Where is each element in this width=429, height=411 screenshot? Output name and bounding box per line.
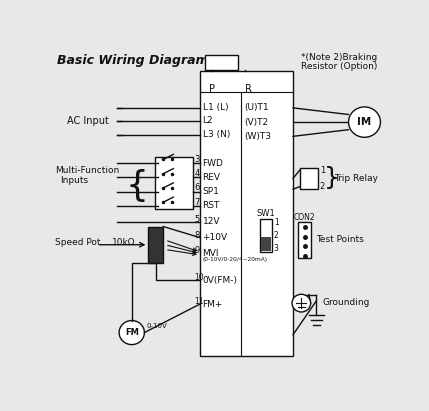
Text: (0-10V/0-20/4~20mA): (0-10V/0-20/4~20mA) <box>202 257 268 262</box>
Text: L3 (N): L3 (N) <box>202 130 230 139</box>
Text: {: { <box>125 169 148 203</box>
Text: AC Input: AC Input <box>67 115 109 125</box>
Text: Grounding: Grounding <box>322 298 370 307</box>
Text: 9: 9 <box>195 247 200 255</box>
Text: RST: RST <box>202 201 220 210</box>
Text: 10: 10 <box>195 273 204 282</box>
Text: 11: 11 <box>195 297 204 306</box>
Circle shape <box>119 321 145 344</box>
Text: CON2: CON2 <box>294 212 315 222</box>
Bar <box>200 72 293 356</box>
Text: REV: REV <box>202 173 221 182</box>
Bar <box>155 157 193 209</box>
Text: 2: 2 <box>320 182 325 191</box>
Text: FWD: FWD <box>202 159 224 168</box>
Text: 8: 8 <box>195 231 200 240</box>
Text: 2: 2 <box>274 231 278 240</box>
Text: Test Points: Test Points <box>316 236 364 245</box>
Bar <box>300 168 318 189</box>
Text: L2: L2 <box>202 116 213 125</box>
Text: 1: 1 <box>320 166 325 175</box>
Text: R: R <box>245 84 251 94</box>
Bar <box>205 55 238 70</box>
Bar <box>298 222 311 258</box>
Text: (V)T2: (V)T2 <box>244 118 268 127</box>
Text: MVI: MVI <box>202 249 219 258</box>
Text: 3: 3 <box>195 155 200 164</box>
Text: Multi-Function: Multi-Function <box>55 166 120 175</box>
Text: Speed Pot: Speed Pot <box>55 238 101 247</box>
Text: 1: 1 <box>274 218 278 227</box>
Text: *(Note 2)Braking: *(Note 2)Braking <box>301 53 378 62</box>
Text: 5: 5 <box>195 215 200 224</box>
Bar <box>260 219 272 252</box>
Text: Basic Wiring Diagram: Basic Wiring Diagram <box>57 54 208 67</box>
Text: 7: 7 <box>195 198 200 207</box>
Text: SW1: SW1 <box>257 209 275 218</box>
Text: 10kΩ: 10kΩ <box>112 238 135 247</box>
Text: Inputs: Inputs <box>60 175 88 185</box>
Text: IM: IM <box>357 117 372 127</box>
Text: SP1: SP1 <box>202 187 220 196</box>
Text: (U)T1: (U)T1 <box>244 104 269 112</box>
Text: FM+: FM+ <box>202 300 223 309</box>
Text: }: } <box>324 166 340 190</box>
Text: 4: 4 <box>195 169 200 178</box>
Text: Trip Relay: Trip Relay <box>334 174 378 183</box>
Text: Resistor (Option): Resistor (Option) <box>301 62 378 71</box>
Text: L1 (L): L1 (L) <box>202 104 228 112</box>
Text: +10V: +10V <box>202 233 228 242</box>
Text: 0V(FM-): 0V(FM-) <box>202 276 238 285</box>
Text: 3: 3 <box>274 244 278 253</box>
Bar <box>148 226 163 263</box>
Text: FM: FM <box>125 328 139 337</box>
Text: 6: 6 <box>195 183 200 192</box>
Text: 0-10V: 0-10V <box>146 323 167 329</box>
Bar <box>261 237 272 251</box>
Circle shape <box>348 107 381 137</box>
Text: 12V: 12V <box>202 217 220 226</box>
Text: (W)T3: (W)T3 <box>244 132 271 141</box>
Circle shape <box>292 294 311 312</box>
Text: P: P <box>208 84 214 94</box>
